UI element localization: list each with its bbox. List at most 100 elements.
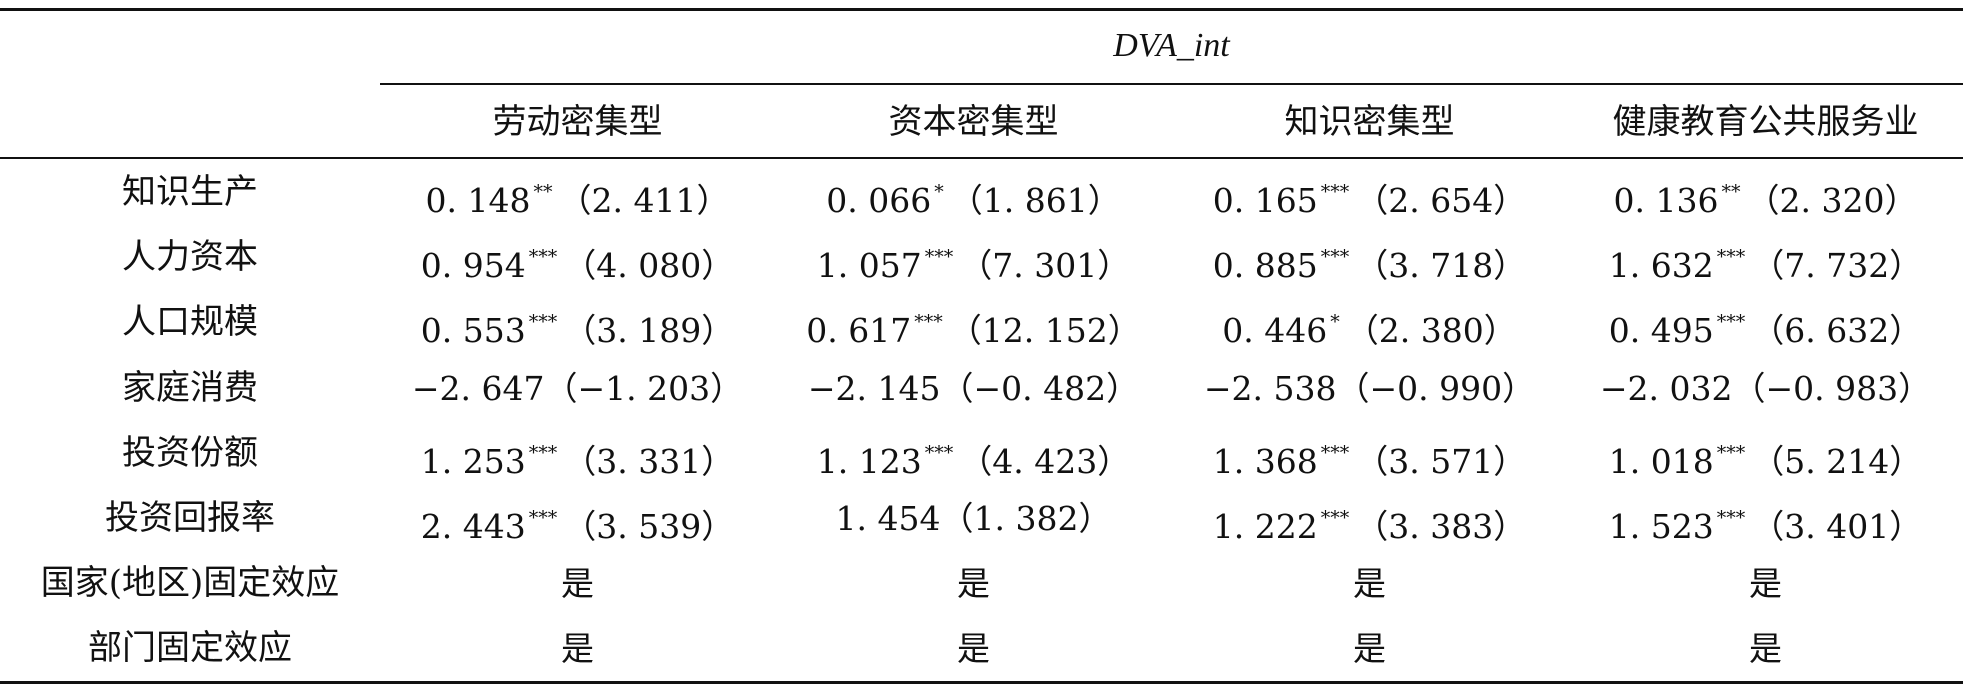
table-cell: 0. 165 *** （2. 654） [1172,160,1567,233]
significance-stars: *** [1716,507,1746,529]
table-cell: 0. 553 *** （3. 189） [380,290,775,363]
column-header-capital-intensive: 资本密集型 [888,102,1059,142]
t-statistic: （2. 380） [1345,311,1517,351]
table-cell: 1. 632 *** （7. 732） [1568,225,1963,298]
row-label: 国家(地区)固定效应 [40,563,340,604]
row-label: 部门固定效应 [88,628,292,669]
t-statistic: （−0. 990） [1336,368,1536,408]
table-cell: 1. 018 *** （5. 214） [1568,421,1963,494]
table-cell: 1. 253 *** （3. 331） [380,421,775,494]
t-statistic: （2. 411） [558,181,730,220]
table-cell: 2. 443 *** （3. 539） [380,486,775,559]
t-statistic: （3. 401） [1751,507,1923,546]
significance-stars: *** [1716,311,1746,334]
t-statistic: （4. 080） [563,246,735,286]
cell-text: 是 [561,564,594,604]
table-cell: 0. 066 * （1. 861） [776,160,1171,233]
coefficient: 0. 885 [1212,246,1318,286]
table-cell: 0. 136 ** （2. 320） [1568,160,1963,233]
t-statistic: （−0. 482） [940,368,1140,408]
table-cell: 1. 222 *** （3. 383） [1172,486,1567,559]
coefficient: 0. 495 [1608,311,1714,351]
t-statistic: （1. 861） [949,181,1121,220]
table-cell: 0. 495 *** （6. 632） [1568,290,1963,363]
significance-stars: *** [1320,441,1350,464]
table-row: 部门固定效应 是 是 是 是 [0,616,1963,681]
significance-stars: ** [533,181,553,203]
row-label: 家庭消费 [122,367,258,408]
coefficient: −2. 032 [1599,368,1733,408]
coefficient: −2. 145 [807,368,941,408]
bottom-rule [0,681,1963,684]
coefficient: 1. 523 [1608,507,1714,546]
cell-text: 是 [1353,629,1386,669]
t-statistic: （12. 152） [948,311,1141,351]
row-label: 投资回报率 [105,498,275,538]
t-statistic: （4. 423） [959,441,1131,481]
table-cell: 0. 148 ** （2. 411） [380,160,775,233]
coefficient: 0. 136 [1613,181,1719,220]
group-rule [380,83,1963,85]
significance-stars: * [1330,311,1340,334]
significance-stars: *** [1320,507,1350,529]
t-statistic: （7. 301） [959,246,1131,286]
cell-text: 是 [1749,564,1782,604]
table-row: 人口规模 0. 553 *** （3. 189） 0. 617 *** （12. 152） 0… [0,290,1963,355]
table-cell: 1. 368 *** （3. 571） [1172,421,1567,494]
coefficient: 0. 148 [425,181,531,220]
coefficient: 1. 454 [835,499,941,538]
table-cell: 0. 617 *** （12. 152） [776,290,1171,363]
table-cell: 是 [776,551,1171,616]
coefficient: 1. 368 [1212,441,1318,481]
table-cell: 是 [1172,551,1567,616]
t-statistic: （3. 539） [563,507,735,546]
significance-stars: * [934,181,944,203]
table-cell: 1. 454（1. 382） [776,486,1171,551]
table-cell: 是 [1568,616,1963,681]
table-row: 国家(地区)固定效应 是 是 是 是 [0,551,1963,616]
significance-stars: ** [1721,181,1741,203]
table-cell: 是 [1568,551,1963,616]
coefficient: 0. 165 [1212,181,1318,220]
coefficient: 1. 253 [420,441,526,481]
significance-stars: *** [1320,181,1350,203]
coefficient: 2. 443 [420,507,526,546]
cell-text: 是 [957,564,990,604]
coefficient: 0. 066 [826,181,932,220]
coefficient: 0. 954 [420,246,526,286]
cell-text: 是 [957,629,990,669]
table-cell: 0. 954 *** （4. 080） [380,225,775,298]
table-cell: 是 [1172,616,1567,681]
table-cell: −2. 145（−0. 482） [776,356,1171,421]
significance-stars: *** [924,441,954,464]
row-label: 知识生产 [122,172,258,212]
table-cell: 是 [380,551,775,616]
t-statistic: （−1. 203） [544,368,744,408]
coefficient: −2. 538 [1203,368,1337,408]
t-statistic: （3. 571） [1355,441,1527,481]
significance-stars: *** [914,311,943,334]
significance-stars: *** [924,246,954,269]
table-row: 投资回报率 2. 443 *** （3. 539） 1. 454（1. 382） 1. 2… [0,486,1963,551]
table-cell: 1. 523 *** （3. 401） [1568,486,1963,559]
cell-text: 是 [561,629,594,669]
coefficient: 0. 617 [806,311,912,351]
table-cell: 0. 446 * （2. 380） [1172,290,1567,363]
table-row: 知识生产 0. 148 ** （2. 411） 0. 066 * （1. 861） 0. 16… [0,160,1963,225]
table-cell: 1. 057 *** （7. 301） [776,225,1171,298]
table-cell: −2. 647（−1. 203） [380,356,775,421]
t-statistic: （5. 214） [1751,441,1923,481]
group-title: DVA_int [1113,27,1230,64]
significance-stars: *** [1320,246,1350,269]
significance-stars: *** [528,246,558,269]
table-row: 家庭消费 −2. 647（−1. 203） −2. 145（−0. 482） −2. … [0,356,1963,421]
table-cell: −2. 032（−0. 983） [1568,356,1963,421]
table-cell: −2. 538（−0. 990） [1172,356,1567,421]
top-rule [0,8,1963,11]
t-statistic: （3. 718） [1355,246,1527,286]
significance-stars: *** [1716,246,1746,269]
coefficient: 1. 632 [1608,246,1714,286]
header-rule [0,157,1963,159]
t-statistic: （−0. 983） [1732,368,1932,408]
